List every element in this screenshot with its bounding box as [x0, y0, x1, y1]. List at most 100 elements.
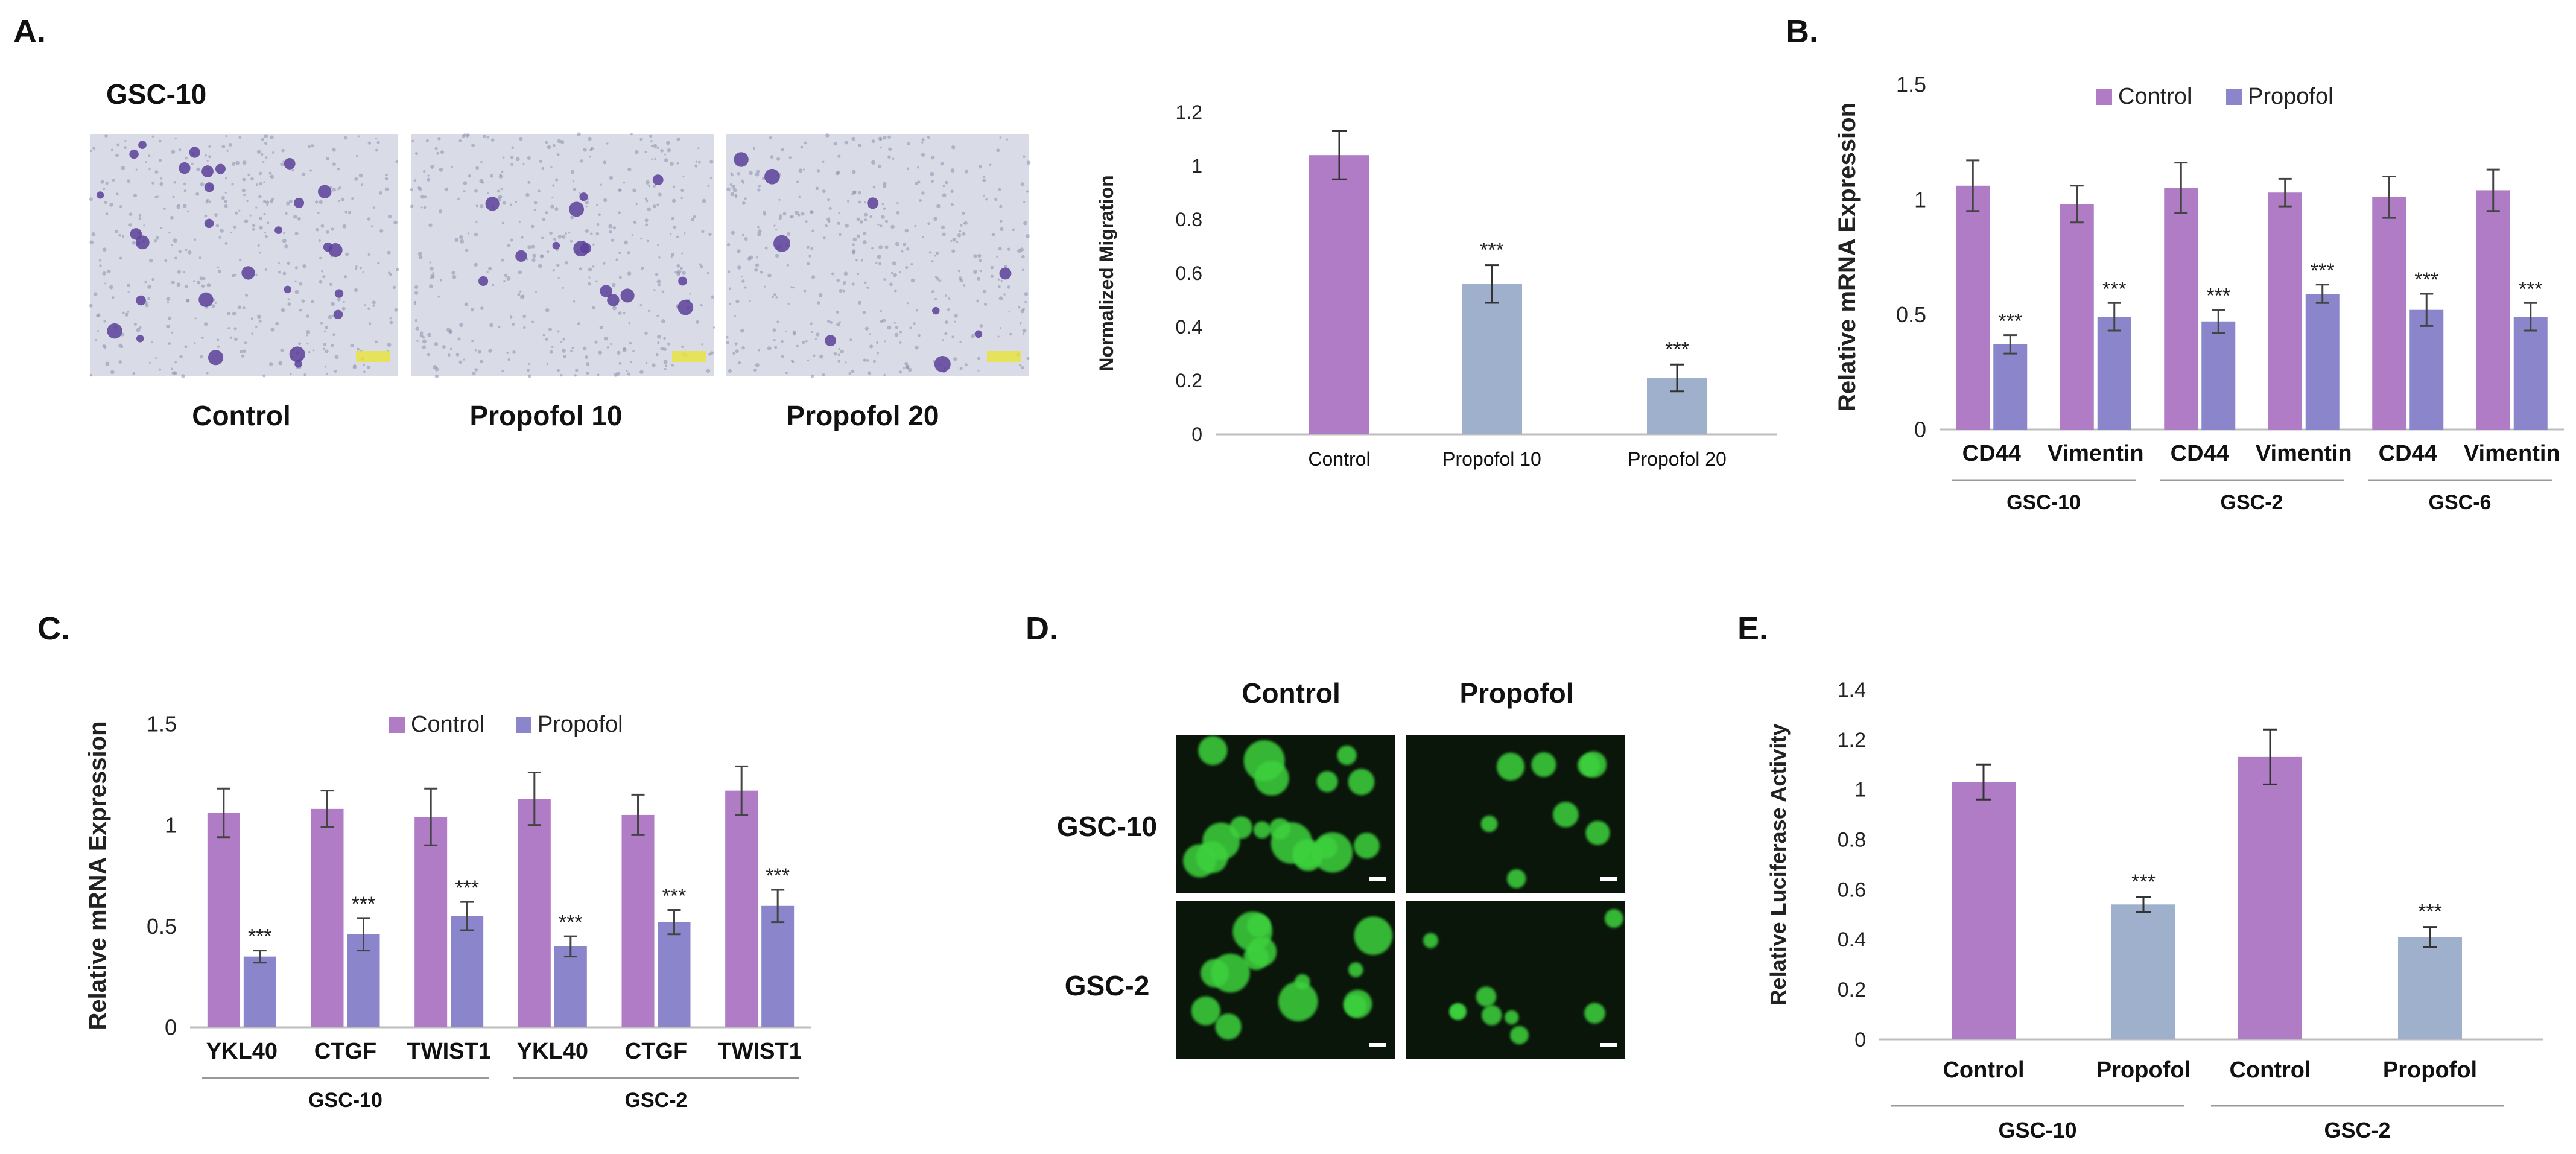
luciferase-bar-1 [2111, 904, 2175, 1039]
migration-bar-1 [1462, 284, 1522, 434]
pore-dot [737, 361, 741, 365]
pore-dot [644, 218, 649, 223]
pore-dot [1007, 247, 1010, 251]
pore-dot [262, 374, 266, 378]
pore-dot [235, 160, 240, 165]
pore-dot [792, 287, 795, 289]
pore-dot [195, 192, 200, 196]
pore-dot [737, 249, 741, 253]
pore-dot [1023, 201, 1026, 203]
pore-dot [518, 270, 522, 274]
pore-dot [839, 321, 841, 323]
pore-dot [471, 340, 474, 343]
pore-dot [127, 284, 130, 287]
pore-dot [326, 230, 329, 234]
fluor-col-label-propofol: Propofol [1459, 677, 1573, 709]
pore-dot [848, 372, 852, 375]
pore-dot [224, 242, 228, 245]
pore-dot [262, 200, 267, 203]
pore-dot [282, 271, 287, 276]
pore-dot [232, 311, 236, 316]
sphere [1423, 933, 1439, 948]
sphere [1271, 822, 1313, 864]
migrated-cell [215, 163, 226, 174]
pore-dot [224, 177, 227, 180]
pore-dot [197, 281, 201, 285]
pore-dot [837, 154, 841, 158]
pore-dot [806, 245, 810, 249]
fluor-row-label-gsc10: GSC-10 [1057, 811, 1157, 842]
pore-dot [869, 333, 871, 335]
pore-dot [308, 350, 311, 353]
pore-dot [795, 211, 799, 215]
scale-bar [356, 351, 390, 362]
pore-dot [618, 361, 622, 365]
pore-dot [852, 243, 855, 246]
pore-dot [577, 322, 581, 326]
pore-dot [804, 141, 807, 145]
pore-dot [410, 204, 414, 208]
pore-dot [206, 372, 209, 375]
mrna_b-legend-swatch-propofol [2226, 89, 2242, 105]
pore-dot [1022, 332, 1025, 335]
pore-dot [833, 142, 837, 146]
pore-dot [301, 299, 305, 303]
pore-dot [732, 188, 737, 192]
pore-dot [623, 182, 626, 184]
pore-dot [977, 277, 980, 281]
pore-dot [997, 278, 1000, 281]
pore-dot [699, 263, 702, 266]
luciferase-ytick-label-3: 0.6 [1838, 878, 1866, 901]
pore-dot [457, 197, 460, 200]
pore-dot [323, 330, 326, 333]
pore-dot [864, 326, 869, 331]
mrna_c-bar-propofol-0 [243, 956, 276, 1027]
pore-dot [826, 217, 831, 221]
pore-dot [241, 354, 245, 358]
pore-dot [179, 355, 183, 358]
pore-dot [663, 360, 668, 364]
pore-dot [334, 355, 339, 360]
mrna_c-group-label-1: GSC-2 [625, 1089, 688, 1112]
scale-bar [1369, 877, 1386, 881]
pore-dot [616, 372, 620, 376]
pore-dot [785, 330, 788, 333]
pore-dot [602, 262, 606, 265]
pore-dot [734, 194, 737, 197]
scale-bar [1600, 877, 1617, 881]
pore-dot [463, 358, 465, 361]
pore-dot [323, 343, 326, 346]
sphere [1476, 986, 1497, 1007]
pore-dot [480, 161, 483, 163]
pore-dot [550, 204, 554, 209]
sphere [1348, 962, 1363, 977]
pore-dot [512, 350, 516, 354]
sphere [1531, 752, 1556, 778]
pore-dot [182, 204, 187, 208]
pore-dot [951, 249, 956, 253]
pore-dot [215, 224, 220, 227]
pore-dot [367, 365, 370, 369]
pore-dot [944, 320, 948, 324]
pore-dot [488, 267, 492, 271]
pore-dot [680, 197, 683, 200]
pore-dot [654, 157, 657, 160]
pore-dot [815, 186, 819, 191]
pore-dot [480, 204, 484, 209]
luciferase-chart: 0 0.2 0.4 0.6 0.8 1 1.2 1.4 Relative Luciferase … [1766, 679, 2543, 1143]
pore-dot [133, 322, 137, 326]
pore-dot [298, 342, 302, 346]
pore-dot [1026, 190, 1029, 193]
pore-dot [670, 253, 675, 257]
mrna_b-bar-propofol-3 [2305, 294, 2340, 430]
mrna_c-legend-label-propofol: Propofol [538, 712, 623, 737]
pore-dot [562, 235, 566, 239]
pore-dot [1018, 306, 1021, 309]
pore-dot [658, 192, 662, 197]
panel-a-letter: A. [13, 13, 46, 49]
migration-chart: 0 0.2 0.4 0.6 0.8 1 1.2 Normalized Migration Con… [1096, 101, 1777, 470]
pore-dot [301, 172, 306, 177]
pore-dot [560, 341, 563, 343]
pore-dot [586, 372, 589, 375]
pore-dot [238, 136, 241, 139]
